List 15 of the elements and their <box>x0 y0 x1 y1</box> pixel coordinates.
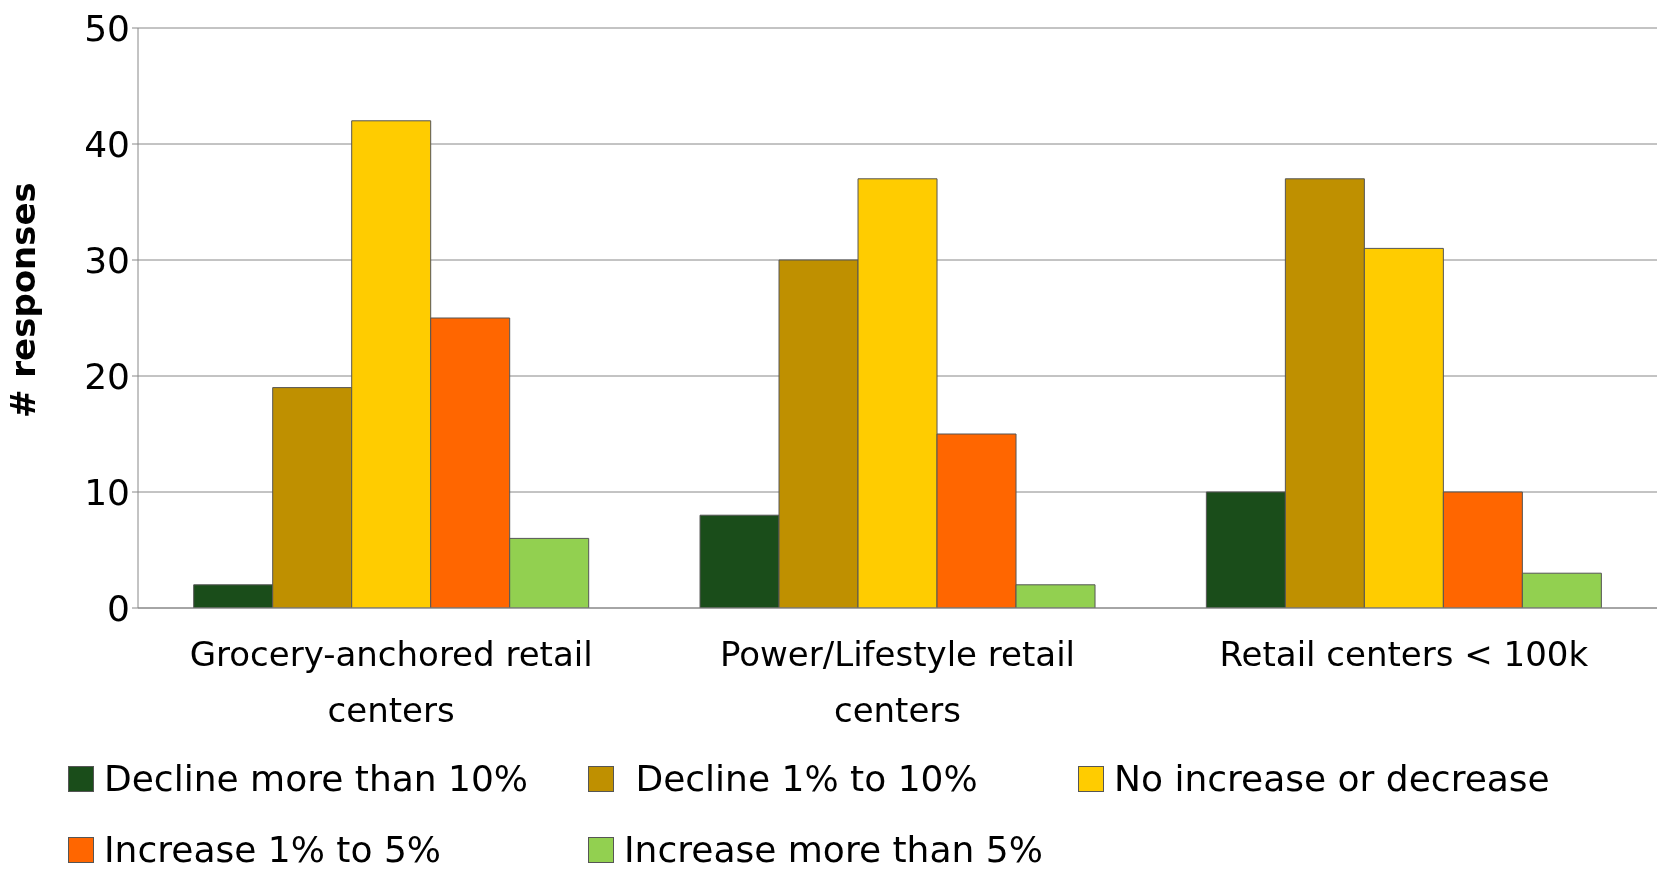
legend-label: Decline 1% to 10% <box>634 758 978 799</box>
legend-label: Increase 1% to 5% <box>104 829 442 870</box>
x-tick-label: Grocery-anchored retail centers <box>189 634 593 730</box>
y-tick-label: 50 <box>84 7 130 49</box>
legend-label: Increase more than 5% <box>624 829 1043 870</box>
y-tick-label: 20 <box>84 355 130 397</box>
y-tick-label: 30 <box>84 239 130 281</box>
legend-label: Decline more than 10% <box>104 758 529 799</box>
y-tick-label: 0 <box>107 587 130 629</box>
y-tick-label: 40 <box>84 123 130 165</box>
legend-label: No increase or decrease <box>1114 758 1550 799</box>
y-axis-title: # responses <box>3 182 44 418</box>
y-tick-label: 10 <box>84 471 130 513</box>
x-tick-label: Power/Lifestyle retail centers <box>719 634 1076 730</box>
x-tick-label: Retail centers < 100k <box>1219 634 1589 674</box>
